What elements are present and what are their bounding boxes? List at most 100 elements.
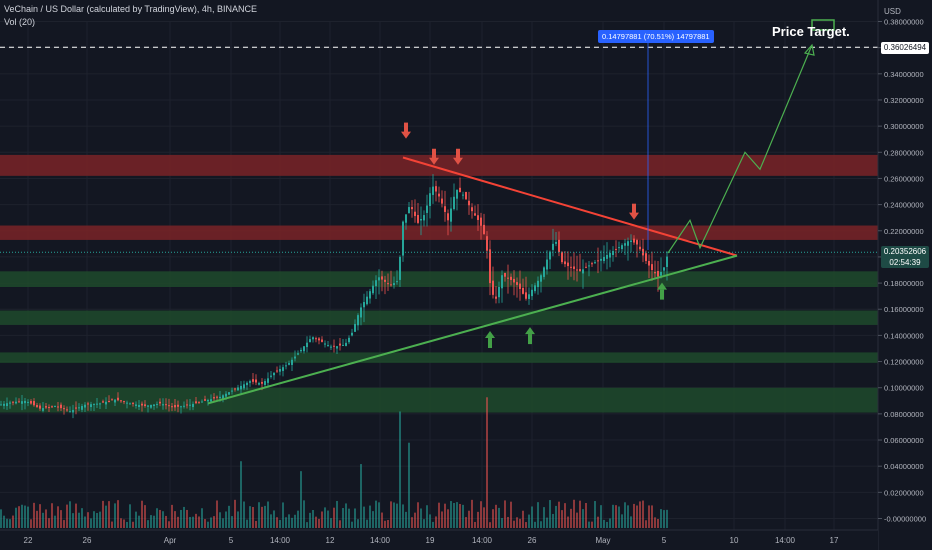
y-tick-label: 0.02000000	[884, 488, 924, 497]
volume-bar	[66, 504, 68, 528]
candle-body	[498, 287, 500, 298]
volume-bar	[612, 504, 614, 528]
candle-body	[300, 349, 302, 352]
candle-body	[333, 345, 335, 347]
volume-bar	[627, 505, 629, 528]
y-tick-label: 0.22000000	[884, 227, 924, 236]
candle-body	[381, 276, 383, 280]
volume-bar	[555, 505, 557, 528]
volume-bar	[558, 501, 560, 528]
candle-body	[9, 402, 11, 404]
volume-bar	[117, 500, 119, 528]
candle-body	[246, 382, 248, 386]
up-arrow-shaft	[488, 338, 492, 349]
candle-body	[507, 277, 509, 279]
candle-body	[600, 258, 602, 261]
candle-body	[423, 215, 425, 221]
up-arrow-icon	[657, 282, 667, 290]
volume-bar	[84, 516, 86, 528]
volume-bar	[528, 514, 530, 528]
candle-body	[366, 296, 368, 305]
candle-body	[294, 356, 296, 359]
volume-bar	[333, 507, 335, 528]
volume-bar	[108, 501, 110, 528]
support-zone	[0, 387, 878, 413]
candle-body	[267, 378, 269, 383]
y-tick-label: 0.16000000	[884, 305, 924, 314]
volume-bar	[165, 515, 167, 528]
volume-bar	[276, 517, 278, 528]
volume-bar	[15, 507, 17, 528]
volume-bar	[618, 506, 620, 528]
candle-body	[432, 186, 434, 195]
candle-body	[186, 404, 188, 406]
candle-body	[69, 411, 71, 413]
candle-body	[243, 384, 245, 389]
volume-bar	[249, 506, 251, 528]
volume-bar	[543, 507, 545, 528]
volume-bar	[222, 518, 224, 528]
volume-bar	[162, 511, 164, 528]
volume-bar	[393, 502, 395, 528]
volume-bar	[126, 521, 128, 528]
volume-bar	[72, 513, 74, 528]
candle-body	[657, 271, 659, 277]
y-tick-label: 0.32000000	[884, 96, 924, 105]
candle-body	[585, 266, 587, 268]
volume-bar	[3, 515, 5, 528]
candle-body	[627, 241, 629, 246]
candle-body	[465, 192, 467, 200]
candle-body	[138, 404, 140, 408]
candle-body	[591, 263, 593, 265]
down-arrow-head	[453, 157, 463, 165]
candle-body	[132, 402, 134, 404]
volume-bar	[378, 502, 380, 528]
support-zone	[0, 310, 878, 325]
volume-bar	[609, 518, 611, 528]
candle-body	[291, 359, 293, 365]
volume-bar	[273, 510, 275, 528]
candle-body	[261, 381, 263, 384]
volume-bar	[39, 504, 41, 528]
down-arrow-head	[401, 131, 411, 139]
candle-body	[165, 404, 167, 406]
x-tick-label: Apr	[164, 536, 177, 545]
volume-bar	[363, 506, 365, 528]
volume-bar	[477, 511, 479, 528]
volume-bar	[495, 504, 497, 528]
candle-body	[450, 208, 452, 222]
candle-body	[561, 252, 563, 263]
volume-bar	[600, 505, 602, 528]
volume-bar	[516, 517, 518, 528]
price-axis: 0.380000000.360000000.340000000.32000000…	[877, 0, 932, 550]
volume-bar	[6, 518, 8, 528]
volume-bar	[642, 500, 644, 528]
volume-bar	[132, 521, 134, 528]
volume-bar	[177, 516, 179, 528]
volume-bar	[636, 505, 638, 528]
candle-body	[12, 401, 14, 403]
candle-body	[387, 283, 389, 285]
candle-body	[195, 401, 197, 404]
volume-bar	[81, 508, 83, 528]
candle-body	[210, 399, 212, 402]
volume-bar	[660, 509, 662, 528]
volume-bar	[282, 502, 284, 528]
currency-label: USD	[884, 7, 901, 16]
volume-indicator-label[interactable]: Vol (20)	[4, 17, 36, 27]
candle-body	[255, 379, 257, 383]
candle-body	[159, 401, 161, 404]
candle-body	[234, 388, 236, 390]
candle-body	[426, 205, 428, 213]
candle-body	[63, 408, 65, 410]
candle-body	[579, 269, 581, 272]
candle-body	[150, 404, 152, 408]
candle-body	[207, 400, 209, 402]
candle-body	[444, 206, 446, 212]
volume-bar	[663, 510, 665, 528]
volume-bar	[111, 521, 113, 528]
candlesticks	[0, 174, 668, 419]
candle-body	[252, 379, 254, 382]
candle-body	[273, 372, 275, 376]
